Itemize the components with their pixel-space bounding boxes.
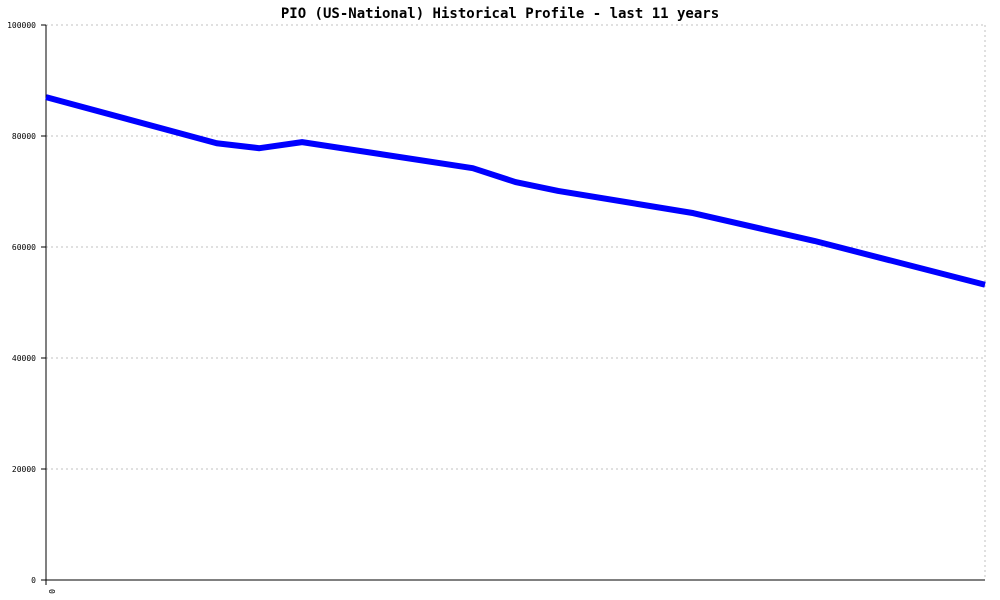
- y-tick-label: 100000: [7, 21, 36, 30]
- y-tick-label: 60000: [12, 243, 36, 252]
- chart-title: PIO (US-National) Historical Profile - l…: [281, 6, 719, 22]
- y-tick-label: 0: [31, 576, 36, 585]
- y-tick-label: 80000: [12, 132, 36, 141]
- x-tick-label: 0: [47, 589, 56, 594]
- y-tick-label: 20000: [12, 465, 36, 474]
- y-tick-label: 40000: [12, 354, 36, 363]
- series-line: [45, 94, 986, 288]
